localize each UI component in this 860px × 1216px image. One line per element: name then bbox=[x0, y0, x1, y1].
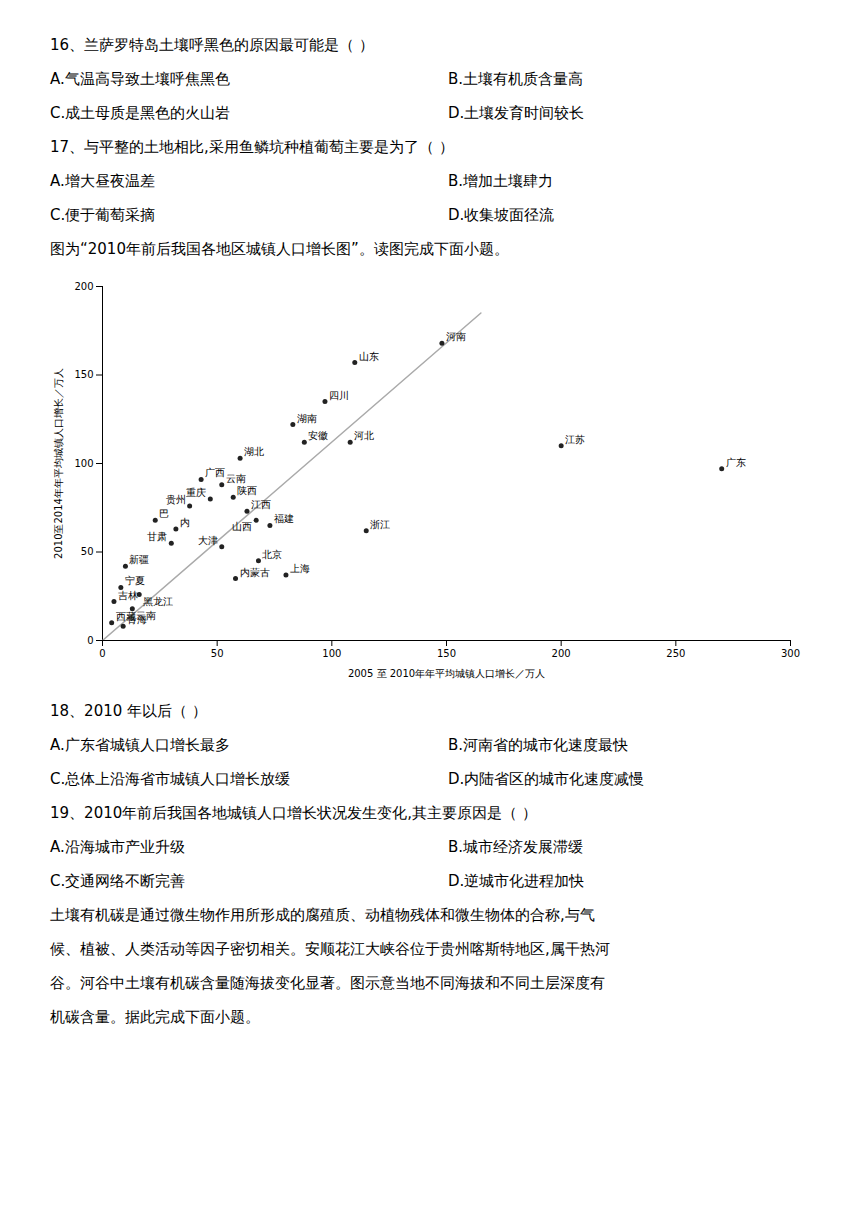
svg-text:2010至2014年年平均城镇人口增长／万人: 2010至2014年年平均城镇人口增长／万人 bbox=[53, 368, 64, 559]
svg-text:0: 0 bbox=[87, 635, 93, 646]
svg-text:宁夏: 宁夏 bbox=[125, 575, 145, 586]
svg-text:河南: 河南 bbox=[446, 331, 466, 342]
svg-text:300: 300 bbox=[781, 648, 800, 659]
svg-text:新疆: 新疆 bbox=[129, 554, 149, 565]
html-text:B.增加土壤肆力: B.增加土壤肆力 bbox=[448, 171, 554, 190]
svg-text:山西: 山西 bbox=[232, 521, 252, 532]
svg-text:四川: 四川 bbox=[329, 390, 349, 401]
html-text:A.广东省城镇人口增长最多: A.广东省城镇人口增长最多 bbox=[50, 735, 230, 754]
svg-text:200: 200 bbox=[552, 648, 571, 659]
svg-text:北京: 北京 bbox=[262, 549, 282, 560]
html-text:C.交通网络不断完善: C.交通网络不断完善 bbox=[50, 871, 186, 890]
svg-text:150: 150 bbox=[437, 648, 456, 659]
html-text:19、2010年前后我国各地城镇人口增长状况发生变化,其主要: 19、2010年前后我国各地城镇人口增长状况发生变化,其主要原因是（ ） bbox=[50, 803, 537, 822]
svg-text:甘肃: 甘肃 bbox=[147, 531, 167, 542]
svg-text:云南: 云南 bbox=[136, 610, 156, 621]
svg-text:广东: 广东 bbox=[726, 457, 746, 468]
html-text:D.收集坡面径流: D.收集坡面径流 bbox=[448, 205, 555, 224]
svg-text:江苏: 江苏 bbox=[565, 434, 585, 445]
html-text:17、与平整的土地相比,采用鱼鳞坑种植葡萄主要是为了（ ）: 17、与平整的土地相比,采用鱼鳞坑种植葡萄主要是为了（ ） bbox=[50, 137, 454, 156]
svg-text:上海: 上海 bbox=[290, 563, 310, 574]
svg-text:广西: 广西 bbox=[205, 467, 225, 478]
html-text:A.气温高导致土壤呼焦黑色: A.气温高导致土壤呼焦黑色 bbox=[50, 69, 230, 88]
svg-text:吉林: 吉林 bbox=[118, 590, 138, 601]
svg-text:100: 100 bbox=[322, 648, 341, 659]
html-text:A.沿海城市产业升级: A.沿海城市产业升级 bbox=[50, 837, 185, 856]
svg-text:陕西: 陕西 bbox=[237, 485, 257, 496]
html-text:D.内陆省区的城市化速度减慢: D.内陆省区的城市化速度减慢 bbox=[448, 769, 645, 788]
svg-text:50: 50 bbox=[81, 546, 94, 557]
html-text:图为“2010年前后我国各地区城镇人口增长图”。读图完成下面: 图为“2010年前后我国各地区城镇人口增长图”。读图完成下面小题。 bbox=[50, 239, 509, 258]
svg-text:湖南: 湖南 bbox=[297, 413, 317, 424]
svg-text:湖北: 湖北 bbox=[244, 446, 264, 457]
svg-text:50: 50 bbox=[211, 648, 224, 659]
html-text:候、植被、人类活动等因子密切相关。安顺花江大峡谷位于贵州喀斯: 候、植被、人类活动等因子密切相关。安顺花江大峡谷位于贵州喀斯特地区,属干热河 bbox=[50, 939, 610, 958]
svg-text:0: 0 bbox=[99, 648, 105, 659]
svg-text:大津: 大津 bbox=[198, 535, 218, 546]
svg-text:200: 200 bbox=[74, 281, 93, 292]
svg-text:内: 内 bbox=[180, 517, 190, 528]
svg-text:黑龙江: 黑龙江 bbox=[143, 596, 173, 607]
html-text:18、2010 年以后（ ）: 18、2010 年以后（ ） bbox=[50, 701, 207, 720]
svg-text:河北: 河北 bbox=[354, 430, 374, 441]
svg-text:重庆: 重庆 bbox=[186, 487, 206, 498]
svg-text:安徽: 安徽 bbox=[308, 430, 328, 441]
svg-text:江西: 江西 bbox=[251, 499, 271, 510]
svg-text:内蒙古: 内蒙古 bbox=[240, 567, 270, 578]
html-text:B.土壤有机质含量高: B.土壤有机质含量高 bbox=[448, 69, 584, 88]
html-text:机碳含量。据此完成下面小题。: 机碳含量。据此完成下面小题。 bbox=[50, 1007, 260, 1026]
svg-text:150: 150 bbox=[74, 369, 93, 380]
svg-text:100: 100 bbox=[74, 458, 93, 469]
html-text:谷。河谷中土壤有机碳含量随海拔变化显著。图示意当地不同海拔和: 谷。河谷中土壤有机碳含量随海拔变化显著。图示意当地不同海拔和不同土层深度有 bbox=[50, 973, 605, 992]
svg-text:巴: 巴 bbox=[159, 508, 169, 519]
html-text:C.成土母质是黑色的火山岩: C.成土母质是黑色的火山岩 bbox=[50, 103, 231, 122]
svg-text:2005 至 2010年年平均城镇人口增长／万人: 2005 至 2010年年平均城镇人口增长／万人 bbox=[348, 668, 545, 679]
html-text:C.总体上沿海省市城镇人口增长放缓: C.总体上沿海省市城镇人口增长放缓 bbox=[50, 769, 291, 788]
svg-text:福建: 福建 bbox=[274, 513, 294, 524]
svg-text:浙江: 浙江 bbox=[370, 519, 390, 530]
html-text:B.城市经济发展滞缓: B.城市经济发展滞缓 bbox=[448, 837, 584, 856]
html-text:A.增大昼夜温差: A.增大昼夜温差 bbox=[50, 171, 155, 190]
html-text:16、兰萨罗特岛土壤呼黑色的原因最可能是（ ）: 16、兰萨罗特岛土壤呼黑色的原因最可能是（ ） bbox=[50, 35, 374, 54]
html-text:土壤有机碳是通过微生物作用所形成的腐殖质、动植物残体和微生物: 土壤有机碳是通过微生物作用所形成的腐殖质、动植物残体和微生物体的合称,与气 bbox=[50, 905, 595, 924]
svg-text:贵州: 贵州 bbox=[166, 494, 186, 505]
html-text:D.逆城市化进程加快: D.逆城市化进程加快 bbox=[448, 871, 585, 890]
svg-text:云南: 云南 bbox=[226, 473, 246, 484]
html-text:B.河南省的城市化速度最快: B.河南省的城市化速度最快 bbox=[448, 735, 629, 754]
svg-text:山东: 山东 bbox=[359, 351, 379, 362]
svg-text:西藏: 西藏 bbox=[115, 610, 136, 622]
svg-text:250: 250 bbox=[666, 648, 685, 659]
html-text:D.土壤发育时间较长: D.土壤发育时间较长 bbox=[448, 103, 585, 122]
html-text:C.便于葡萄采摘: C.便于葡萄采摘 bbox=[50, 205, 156, 224]
